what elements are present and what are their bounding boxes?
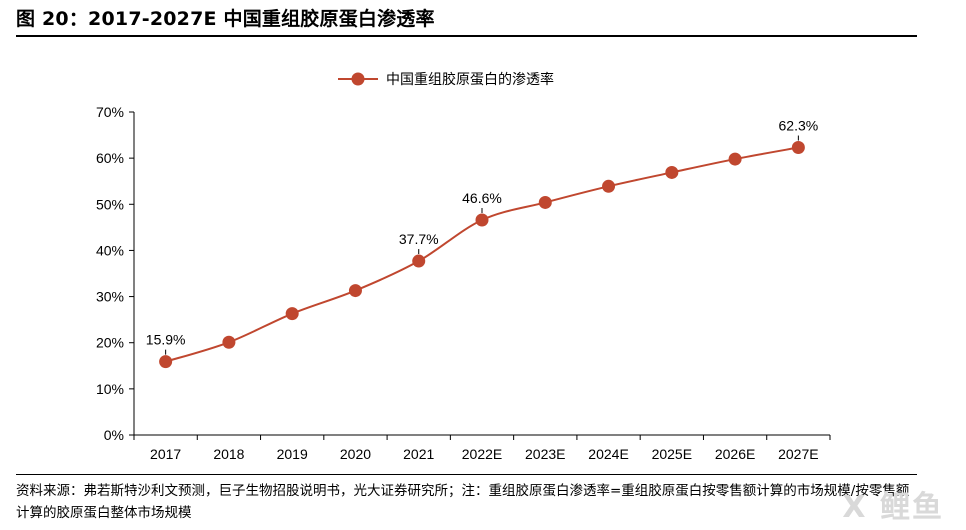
data-point [222, 335, 236, 349]
y-tick-label: 30% [96, 289, 124, 305]
x-tick-label: 2026E [715, 446, 755, 462]
source-note: 资料来源：弗若斯特沙利文预测，巨子生物招股说明书，光大证券研究所；注：重组胶原蛋… [16, 483, 910, 521]
data-point [791, 141, 805, 155]
x-tick-label: 2021 [403, 446, 434, 462]
y-tick-label: 70% [96, 104, 124, 120]
y-tick-label: 60% [96, 150, 124, 166]
data-point [475, 213, 489, 227]
y-tick-label: 10% [96, 381, 124, 397]
data-point [159, 355, 173, 369]
x-tick-label: 2023E [525, 446, 565, 462]
y-tick-label: 50% [96, 196, 124, 212]
x-tick-label: 2024E [588, 446, 628, 462]
x-tick-label: 2020 [340, 446, 371, 462]
title-divider [16, 35, 917, 37]
data-point [602, 179, 616, 193]
source-divider [16, 474, 917, 475]
data-point [728, 152, 742, 166]
y-tick-label: 20% [96, 335, 124, 351]
x-tick-label: 2027E [778, 446, 818, 462]
series-line [165, 146, 799, 363]
data-point [348, 284, 362, 298]
x-tick-label: 2017 [150, 446, 181, 462]
x-tick-label: 2022E [462, 446, 502, 462]
data-point [665, 165, 679, 179]
data-label: 46.6% [462, 190, 502, 206]
data-label: 37.7% [399, 231, 439, 247]
data-label: 62.3% [779, 118, 819, 134]
y-tick-label: 0% [104, 427, 124, 443]
data-point [285, 307, 299, 321]
x-tick-label: 2019 [277, 446, 308, 462]
data-point [412, 254, 426, 268]
y-tick-label: 40% [96, 242, 124, 258]
data-point [538, 195, 552, 209]
figure-title: 图 20：2017-2027E 中国重组胶原蛋白渗透率 [16, 8, 435, 30]
watermark-logo: X 鲤鱼 [842, 490, 944, 525]
data-label: 15.9% [146, 332, 186, 348]
x-tick-label: 2018 [213, 446, 244, 462]
line-chart: 0% 10% 20% 30% 40% 50% 60% 70% 2017 2018 2019 2020 2… [96, 71, 831, 462]
legend-marker [351, 72, 365, 86]
legend-label: 中国重组胶原蛋白的渗透率 [386, 71, 554, 87]
x-tick-label: 2025E [652, 446, 692, 462]
